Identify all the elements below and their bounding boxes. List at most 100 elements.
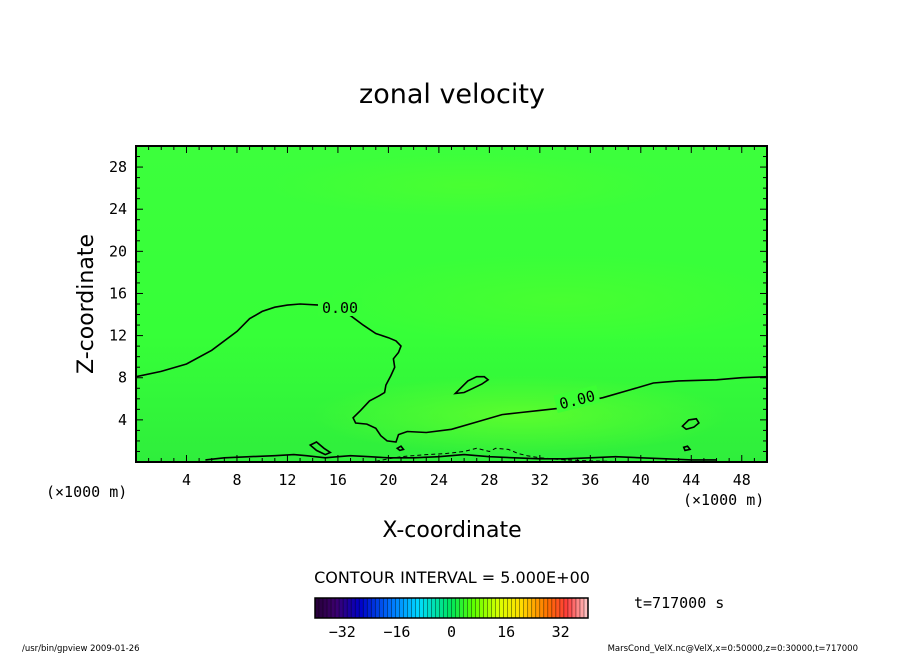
colorbar-cell [499,598,504,618]
y-tick-label: 28 [109,158,127,176]
footer-right: MarsCond_VelX.nc@VelX,x=0:50000,z=0:3000… [608,644,858,654]
x-axis: 4 8 12 16 20 24 28 32 36 40 44 48 [135,146,768,489]
contour-loop [395,445,405,452]
plot-area [136,146,767,462]
contour-label-zero: 0.00 [322,299,358,317]
colorbar-cell [367,598,372,618]
colorbar-cell [327,598,332,618]
colorbar-cell [331,598,336,618]
colorbar-cell [443,598,448,618]
x-tick-label: 28 [480,471,498,489]
y-axis: 4 8 12 16 20 24 28 [109,145,767,463]
colorbar-cell [319,598,324,618]
x-tick-label: 48 [733,471,751,489]
colorbar-cell [575,598,581,618]
colorbar-cell [455,598,460,618]
colorbar-cell [375,598,380,618]
x-tick-label: 16 [329,471,347,489]
colorbar-cell [555,598,561,618]
colorbar-cell [351,598,356,618]
colorbar-cell [539,598,545,618]
y-tick-label: 20 [109,242,127,260]
colorbar-cell [519,598,525,618]
colorbar-cell [427,598,432,618]
colorbar-ticks: −32 −16 0 16 32 [329,623,570,641]
colorbar-tick-label: −16 [383,623,410,641]
contour-loop [682,445,692,452]
colorbar-cell [387,598,392,618]
x-tick-label: 24 [430,471,448,489]
colorbar-cell [471,598,476,618]
colorbar-cell [315,598,320,618]
colorbar-cell [559,598,565,618]
colorbar-cell [547,598,553,618]
shading-band-upper [270,153,670,217]
colorbar-cell [399,598,404,618]
colorbar-cell [403,598,408,618]
x-unit-right: (×1000 m) [683,491,764,509]
y-tick-label: 8 [118,369,127,387]
colorbar-cell [323,598,328,618]
time-label: t=717000 s [634,594,724,612]
colorbar-cell [487,598,492,618]
contour-loop [681,417,700,431]
colorbar-cell [355,598,360,618]
colorbar-cell [563,598,569,618]
colorbar-cell [475,598,480,618]
colorbar-cell [523,598,529,618]
colorbar-cell [339,598,344,618]
colorbar-cell [495,598,500,618]
contour-line-zero [136,303,767,443]
colorbar-cell [359,598,364,618]
colorbar-cell [491,598,496,618]
colorbar-cell [451,598,456,618]
x-tick-label: 20 [379,471,397,489]
colorbar-cell [363,598,368,618]
shading-band-mid [330,255,767,345]
colorbar-cell [343,598,348,618]
colorbar-cell [551,598,557,618]
contour-line-negative [375,447,616,462]
colorbar-cell [531,598,537,618]
colorbar-cell [335,598,340,618]
colorbar-cell [347,598,352,618]
colorbar-cell [583,598,589,618]
contour-line-zero-bottom [205,453,717,461]
colorbar-cell [371,598,376,618]
contour-loop [453,375,490,395]
colorbar-cell [447,598,452,618]
colorbar-cell [479,598,484,618]
colorbar-cell [391,598,396,618]
colorbar-cell [379,598,384,618]
x-tick-label: 40 [632,471,650,489]
colorbar-cell [419,598,424,618]
contour-labels: 0.00 0.00 [318,298,601,413]
y-tick-label: 24 [109,200,127,218]
colorbar-cell [459,598,464,618]
shading-band-lower [310,375,730,455]
colorbar-cell [503,598,508,618]
colorbar-cell [579,598,585,618]
colorbar-cell [423,598,428,618]
contour-lines [136,303,767,462]
colorbar-cell [383,598,388,618]
x-unit-left: (×1000 m) [46,483,127,501]
contour-loop [308,441,332,456]
colorbar-cell [395,598,400,618]
colorbar [314,598,589,618]
colorbar-tick-label: 0 [447,623,456,641]
colorbar-cell [411,598,416,618]
x-tick-label: 36 [581,471,599,489]
y-tick-label: 12 [109,327,127,345]
colorbar-cell [515,598,521,618]
chart-title: zonal velocity [359,79,545,110]
x-axis-label: X-coordinate [382,518,521,543]
colorbar-tick-label: −32 [329,623,356,641]
colorbar-cell [407,598,412,618]
colorbar-cell [571,598,577,618]
colorbar-frame [314,597,589,619]
colorbar-cell [567,598,573,618]
colorbar-cell [507,598,513,618]
y-tick-label: 16 [109,284,127,302]
